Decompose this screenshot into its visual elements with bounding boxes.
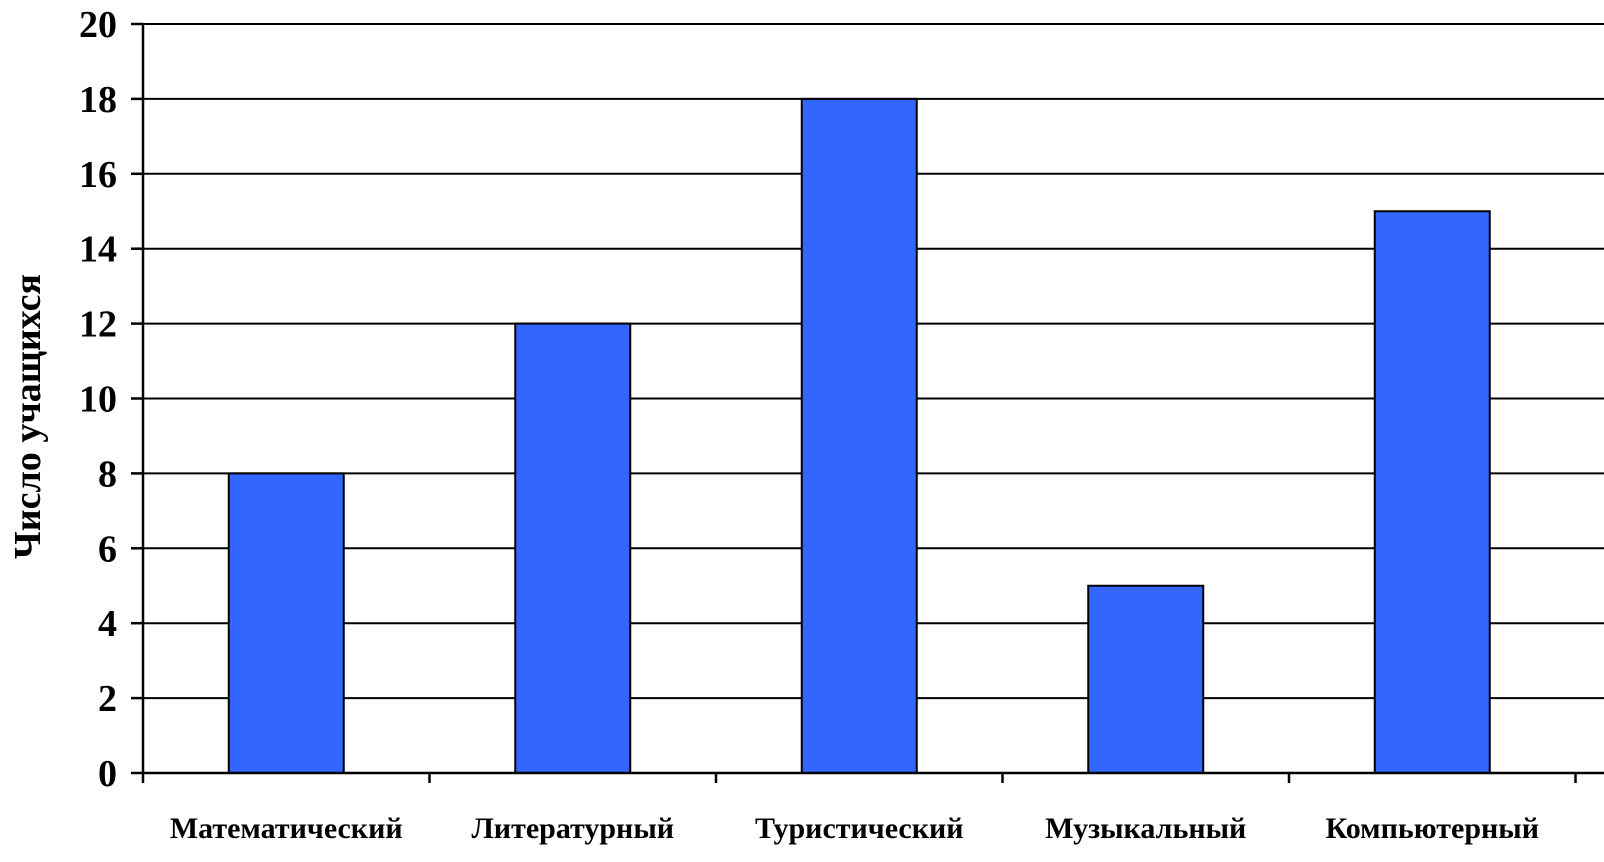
y-tick-label-20: 20 <box>79 4 117 46</box>
y-tick-label-14: 14 <box>79 229 117 271</box>
x-category-label-5: Компьютерный <box>1325 812 1539 845</box>
x-category-label-1: Математический <box>170 812 403 845</box>
x-category-label-4: Музыкальный <box>1045 812 1246 845</box>
bar-5 <box>1373 210 1491 774</box>
y-tick-label-10: 10 <box>79 379 117 421</box>
bar-2 <box>514 322 632 774</box>
bars <box>227 97 1491 774</box>
y-axis-title: Число учащихся <box>7 274 49 559</box>
y-tick-label-12: 12 <box>79 304 117 346</box>
y-tick-label-8: 8 <box>98 453 117 495</box>
bar-3 <box>800 97 918 774</box>
y-tick-label-2: 2 <box>98 678 117 720</box>
bar-1 <box>227 472 345 774</box>
y-tick-label-4: 4 <box>98 603 117 645</box>
y-tick-label-16: 16 <box>79 154 117 196</box>
y-tick-labels: 0 2 4 6 8 10 12 14 16 18 20 <box>79 4 117 795</box>
x-category-labels: Математический Литературный Туристический М… <box>170 812 1539 845</box>
x-category-label-3: Туристический <box>755 812 964 845</box>
bar-4 <box>1087 584 1205 774</box>
axes <box>131 22 1604 783</box>
y-tick-label-18: 18 <box>79 79 117 121</box>
y-tick-label-0: 0 <box>98 753 117 795</box>
x-category-label-2: Литературный <box>471 812 674 845</box>
y-tick-label-6: 6 <box>98 528 117 570</box>
